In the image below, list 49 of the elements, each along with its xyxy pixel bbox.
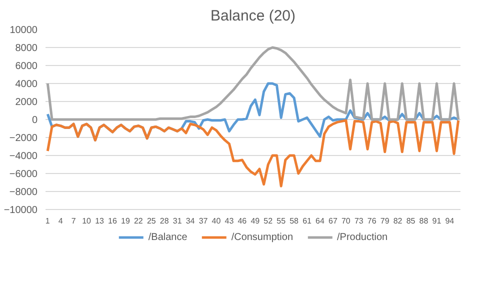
x-tick-label: 7: [71, 216, 76, 226]
y-tick-label: 8000: [15, 43, 38, 54]
legend-label: /Consumption: [231, 232, 294, 242]
x-tick-label: 10: [82, 216, 92, 226]
x-tick-label: 79: [380, 216, 390, 226]
y-tick-label: −4000: [9, 151, 38, 162]
x-tick-label: 55: [276, 216, 286, 226]
x-tick-label: 58: [290, 216, 300, 226]
x-tick-label: 94: [445, 216, 455, 226]
x-tick-label: 34: [186, 216, 196, 226]
y-tick-label: 10000: [10, 25, 38, 36]
x-tick-label: 31: [172, 216, 182, 226]
y-tick-label: −10000: [4, 205, 38, 216]
x-tick-label: 16: [108, 216, 118, 226]
x-tick-label: 1: [45, 216, 50, 226]
x-tick-label: 88: [419, 216, 429, 226]
legend-label: /Production: [337, 232, 388, 242]
line-series: [46, 46, 460, 121]
y-tick-label: −8000: [9, 187, 38, 198]
x-tick-label: 91: [432, 216, 442, 226]
x-tick-label: 46: [238, 216, 248, 226]
x-tick-label: 76: [367, 216, 377, 226]
x-tick-label: 13: [95, 216, 105, 226]
y-tick-label: 6000: [15, 61, 38, 72]
x-tick-label: 22: [134, 216, 144, 226]
legend-label: /Balance: [148, 232, 188, 242]
x-tick-label: 67: [328, 216, 338, 226]
x-tick-label: 28: [160, 216, 170, 226]
line-series: [46, 119, 460, 188]
y-tick-label: −2000: [9, 133, 38, 144]
x-tick-label: 43: [224, 216, 234, 226]
y-tick-label: 4000: [15, 79, 38, 90]
x-tick-label: 73: [354, 216, 364, 226]
y-tick-label: 2000: [15, 97, 38, 108]
y-tick-label: 0: [32, 115, 38, 126]
y-tick-label: −6000: [9, 169, 38, 180]
x-tick-label: 4: [58, 216, 64, 226]
x-tick-label: 85: [406, 216, 416, 226]
x-tick-label: 70: [341, 216, 351, 226]
x-tick-label: 49: [250, 216, 260, 226]
x-tick-label: 61: [302, 216, 312, 226]
x-tick-label: 19: [121, 216, 130, 226]
x-tick-label: 40: [212, 216, 222, 226]
x-tick-label: 37: [198, 216, 208, 226]
x-tick-label: 25: [146, 216, 156, 226]
x-tick-label: 82: [393, 216, 403, 226]
chart-title: Balance (20): [210, 8, 296, 24]
x-tick-label: 52: [264, 216, 274, 226]
x-tick-label: 64: [316, 216, 326, 226]
